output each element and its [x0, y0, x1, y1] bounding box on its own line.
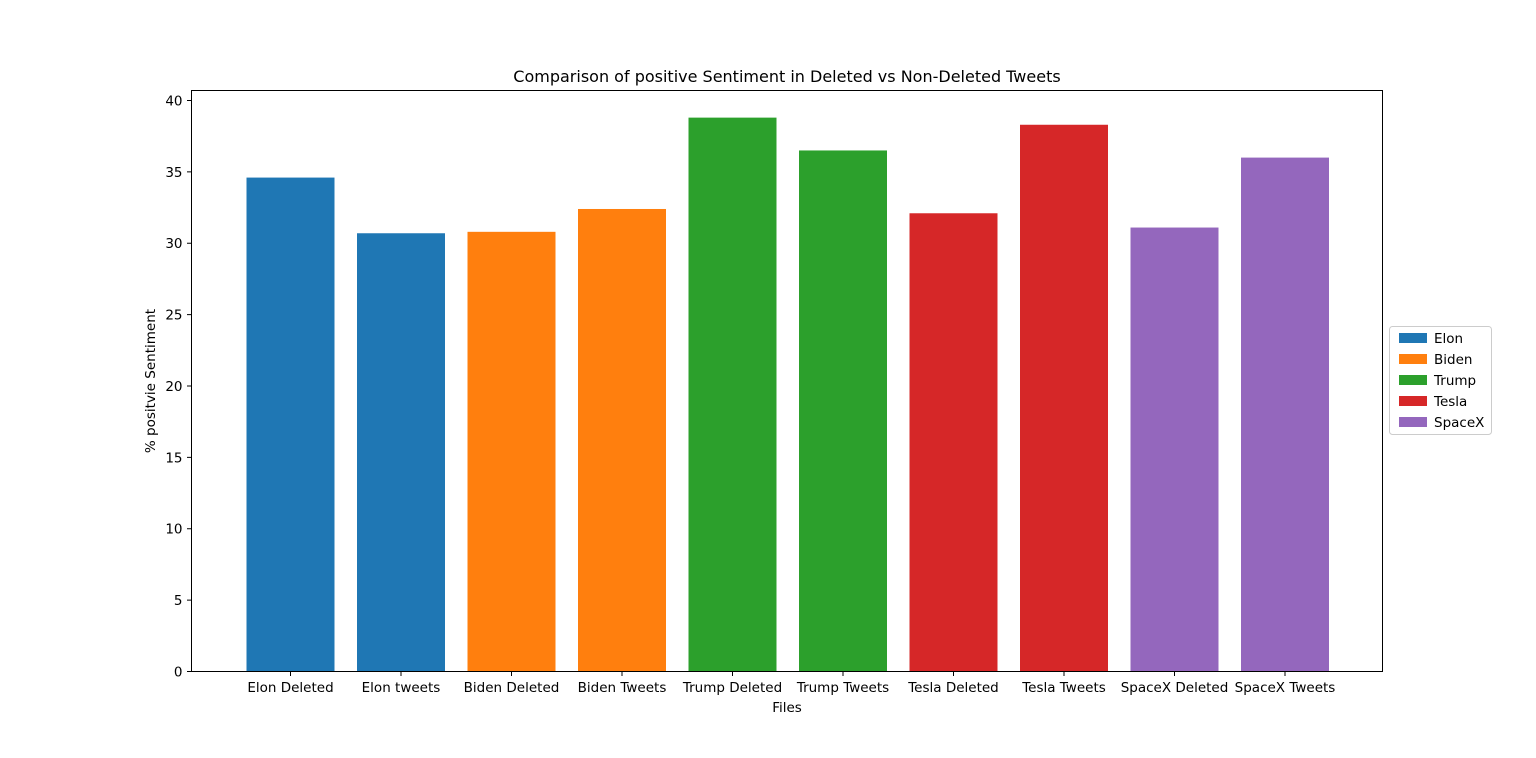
legend-label-elon: Elon: [1434, 331, 1463, 347]
y-tick-label: 5: [174, 593, 183, 609]
legend-label-biden: Biden: [1434, 352, 1472, 368]
y-tick-label: 35: [165, 165, 182, 181]
bar-biden-tweets: [578, 208, 666, 672]
legend-label-tesla: Tesla: [1433, 394, 1467, 410]
chart-title: Comparison of positive Sentiment in Dele…: [513, 67, 1060, 86]
x-tick-label: Elon Deleted: [247, 680, 333, 696]
bar-spacex-tweets: [1241, 157, 1329, 672]
x-tick-label: Tesla Tweets: [1021, 680, 1106, 696]
y-axis-label: % positvie Sentiment: [143, 309, 159, 453]
bar-tesla-deleted: [909, 213, 998, 672]
y-tick-label: 10: [165, 522, 182, 538]
y-tick-label: 25: [165, 308, 182, 324]
bar-elon-deleted: [246, 177, 335, 672]
legend-swatch-trump: [1399, 375, 1427, 385]
legend-label-trump: Trump: [1433, 373, 1476, 389]
y-tick-label: 20: [165, 379, 182, 395]
y-tick-label: 15: [165, 450, 182, 466]
x-axis-label: Files: [772, 700, 802, 716]
bar-biden-deleted: [467, 231, 556, 672]
bar-tesla-tweets: [1020, 124, 1108, 672]
bars-layer: [246, 117, 1329, 672]
bar-elon-tweets: [357, 233, 445, 672]
legend-label-spacex: SpaceX: [1434, 415, 1484, 431]
legend-swatch-tesla: [1399, 396, 1427, 406]
bar-trump-deleted: [688, 117, 777, 672]
x-tick-label: Trump Deleted: [682, 680, 782, 696]
x-tick-label: Biden Deleted: [464, 680, 560, 696]
legend-swatch-biden: [1399, 354, 1427, 364]
x-tick-label: Trump Tweets: [796, 680, 889, 696]
x-tick-label: Elon tweets: [362, 680, 441, 696]
x-tick-label: Tesla Deleted: [907, 680, 999, 696]
x-tick-label: SpaceX Tweets: [1235, 680, 1336, 696]
legend-box: [1389, 326, 1492, 435]
bar-spacex-deleted: [1130, 227, 1219, 672]
legend-swatch-spacex: [1399, 417, 1427, 427]
x-axis: Elon Deleted Elon tweets Biden Deleted Bide…: [247, 671, 1336, 696]
y-tick-label: 0: [174, 665, 183, 681]
legend: Elon Biden Trump Tesla SpaceX: [1389, 326, 1492, 435]
x-tick-label: Biden Tweets: [578, 680, 667, 696]
y-tick-label: 30: [165, 236, 182, 252]
legend-swatch-elon: [1399, 333, 1427, 343]
bar-trump-tweets: [799, 150, 887, 672]
y-axis: 0 5 10 15 20 25 30 35 40: [165, 93, 192, 681]
plot-frame: [191, 90, 1383, 672]
x-tick-label: SpaceX Deleted: [1121, 680, 1229, 696]
y-tick-label: 40: [165, 93, 182, 109]
